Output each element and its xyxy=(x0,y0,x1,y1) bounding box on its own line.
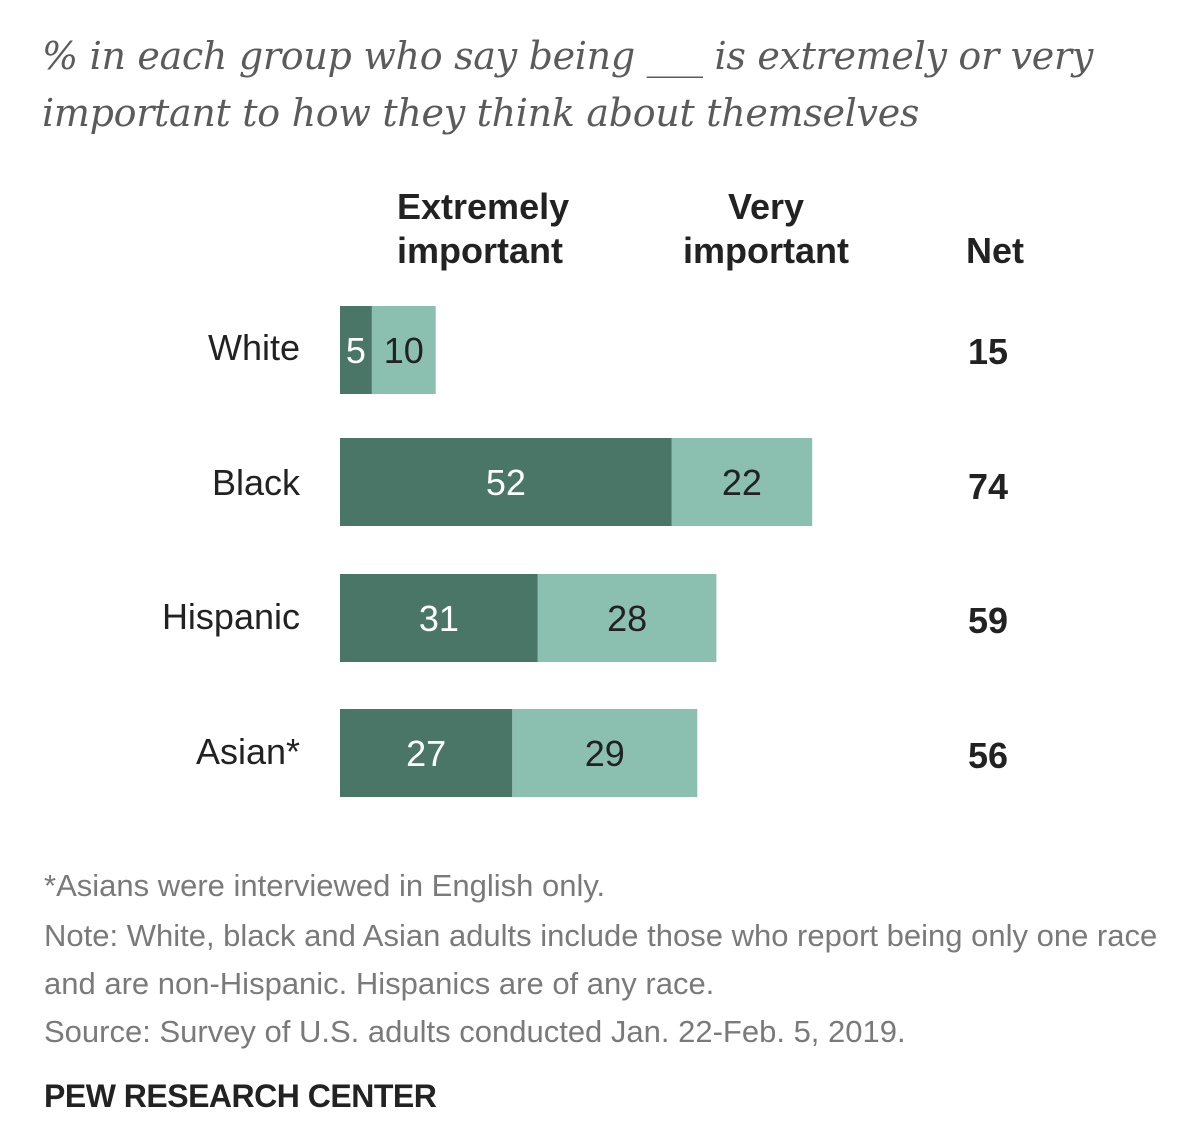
net-value-black: 74 xyxy=(968,466,1009,507)
bar-asian-very-important xyxy=(512,709,698,797)
note-text: Note: White, black and Asian adults incl… xyxy=(44,918,1158,1001)
bar-white-very-important xyxy=(371,306,436,394)
net-value-hispanic: 59 xyxy=(968,600,1009,641)
header-very-line2: important xyxy=(683,230,849,271)
bar-hispanic-extremely-important xyxy=(340,574,538,662)
bar-label-black-extremely-important: 52 xyxy=(486,462,526,503)
bar-asian-extremely-important xyxy=(340,709,513,797)
net-value-white: 15 xyxy=(968,331,1009,372)
asterisk-footnote: *Asians were interviewed in English only… xyxy=(44,868,606,903)
bar-label-asian-extremely-important: 27 xyxy=(406,733,446,774)
bar-black-very-important xyxy=(671,438,813,526)
header-very-important: Very important xyxy=(683,185,849,273)
bar-label-hispanic-very-important: 28 xyxy=(607,598,647,639)
bar-label-hispanic-extremely-important: 31 xyxy=(419,598,459,639)
bar-label-white-very-important: 10 xyxy=(384,330,424,371)
header-very-line1: Very xyxy=(727,186,805,227)
bar-label-asian-very-important: 29 xyxy=(585,733,625,774)
net-value-asian: 56 xyxy=(968,735,1009,776)
bar-hispanic-very-important xyxy=(537,574,717,662)
header-extremely-line1: Extremely xyxy=(397,186,570,227)
bar-black-extremely-important xyxy=(340,438,672,526)
stacked-bar-chart: 5 10 52 22 31 28 27 29 xyxy=(340,306,813,797)
bar-label-black-very-important: 22 xyxy=(722,462,762,503)
row-label-hispanic: Hispanic xyxy=(161,596,300,637)
row-label-white: White xyxy=(207,327,300,368)
header-net: Net xyxy=(966,230,1025,271)
chart-subtitle: % in each group who say being ___ is ext… xyxy=(42,34,1094,135)
header-extremely-important: Extremely important xyxy=(397,185,569,273)
bar-label-white-extremely-important: 5 xyxy=(346,330,366,371)
pew-research-center-logo-text: PEW RESEARCH CENTER xyxy=(44,1078,437,1114)
row-label-black: Black xyxy=(211,462,300,503)
bar-white-extremely-important xyxy=(340,306,372,394)
source-text: Source: Survey of U.S. adults conducted … xyxy=(44,1014,906,1049)
row-label-asian: Asian* xyxy=(195,731,300,772)
header-extremely-line2: important xyxy=(397,230,563,271)
